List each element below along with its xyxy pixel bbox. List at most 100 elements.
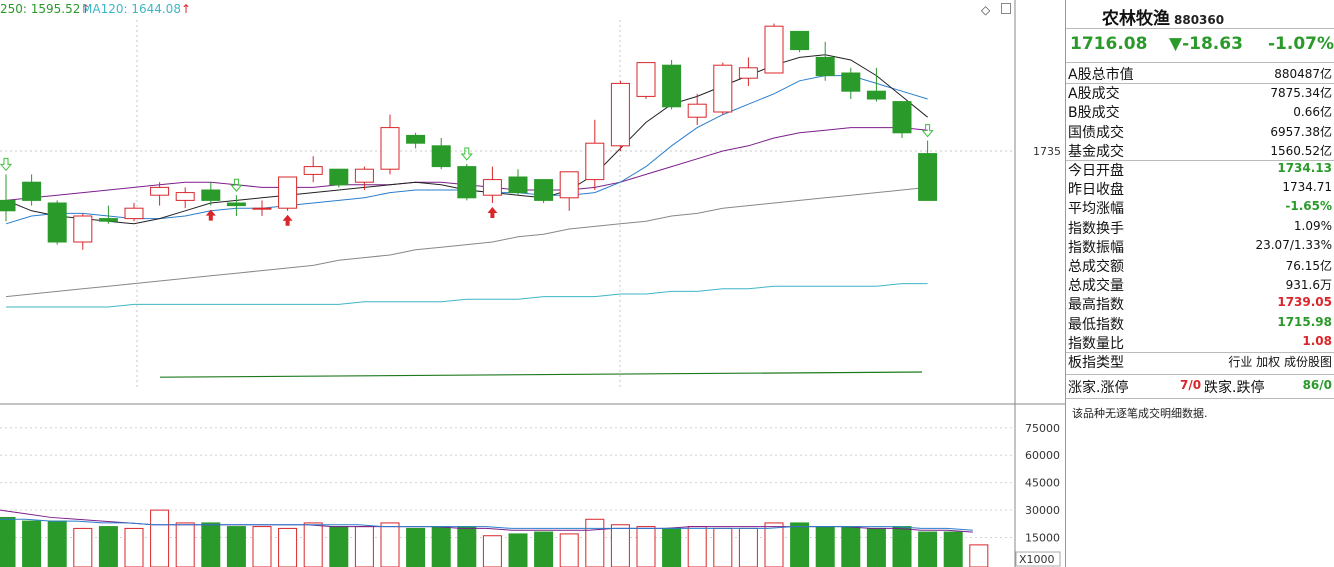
buy-arrow-icon: [205, 209, 216, 221]
candle-body: [738, 67, 758, 79]
candle-body: [406, 134, 426, 144]
buy-arrow-icon: [487, 207, 498, 218]
stat-value: 6957.38亿: [1270, 124, 1332, 139]
volume-bar: [585, 518, 605, 567]
stat-label: 总成交量: [1068, 278, 1124, 295]
volume-bar: [866, 527, 886, 567]
stat-row: 总成交额 76.15亿: [1068, 256, 1332, 275]
volume-bar: [738, 527, 758, 567]
ma250-arrow: ↑: [80, 2, 91, 16]
candle-body: [713, 64, 733, 113]
volume-bar: [278, 527, 298, 567]
stat-value: 0.66亿: [1293, 105, 1332, 120]
stat-value: 76.15亿: [1285, 259, 1332, 273]
volume-bar: [815, 526, 835, 567]
percent-change: -1.07%: [1268, 34, 1334, 54]
candle-body: [380, 127, 400, 170]
down-value: 86/0: [1302, 378, 1332, 392]
sell-arrow-icon: [921, 124, 934, 138]
sell-arrow-icon: [460, 147, 473, 161]
ma250-line: [159, 371, 923, 378]
candle-body: [303, 166, 323, 175]
stat-label: A股总市值: [1068, 67, 1134, 83]
diamond-icon[interactable]: ◇: [981, 3, 991, 17]
candle-body: [764, 25, 784, 74]
stat-value: 880487亿: [1274, 67, 1332, 81]
moving-average-lines: [5, 54, 928, 378]
volume-bars: [0, 509, 989, 567]
stat-row: 国债成交 6957.38亿: [1068, 122, 1332, 141]
stat-label: 指数振幅: [1068, 239, 1124, 256]
stat-row: 板指类型 行业 加权 成份股图: [1068, 352, 1332, 371]
index-code: 880360: [1174, 13, 1225, 27]
index-name: 农林牧渔: [1102, 9, 1170, 29]
volume-bar: [790, 522, 810, 567]
stat-label: A股成交: [1068, 86, 1120, 103]
sell-arrow-icon: [0, 157, 13, 172]
volume-bar: [482, 535, 502, 567]
candle-body: [329, 168, 349, 186]
volume-bar: [0, 516, 16, 567]
stat-label: 平均涨幅: [1068, 201, 1124, 218]
stat-row: 最低指数 1715.98: [1068, 314, 1332, 333]
ma120-arrow: ↑: [180, 2, 192, 16]
volume-bar: [226, 526, 246, 567]
volume-bar: [406, 527, 426, 567]
volume-bar: [124, 527, 144, 567]
stat-value: 1739.05: [1277, 295, 1332, 310]
stat-label: 最低指数: [1068, 316, 1124, 333]
volume-bar: [610, 524, 630, 567]
sell-arrow-icon: [230, 178, 243, 192]
stat-value: 23.07/1.33%: [1255, 237, 1332, 252]
stat-value: 1734.71: [1282, 180, 1332, 195]
stat-value: -1.65%: [1285, 199, 1332, 214]
kline-chart[interactable]: 1735 75000 60000 45000 30000 15000 X1000: [0, 0, 1065, 567]
candle-body: [790, 30, 810, 51]
window-toggle-icon[interactable]: [1001, 3, 1011, 14]
candle-body: [687, 103, 707, 118]
stat-label: 今日开盘: [1068, 163, 1124, 179]
volume-bar: [943, 531, 963, 567]
candle-body: [354, 168, 374, 183]
volume-bar: [687, 526, 707, 567]
up-label: 涨家.涨停: [1068, 380, 1129, 396]
stat-row: 指数量比 1.08: [1068, 333, 1332, 352]
trade-detail-note: 该品种无逐笔成交明细数据.: [1072, 407, 1208, 420]
stat-label: 国债成交: [1068, 124, 1124, 141]
candle-body: [585, 142, 605, 181]
candle-body: [559, 171, 579, 199]
stat-row: A股成交 7875.34亿: [1068, 83, 1332, 102]
volume-tick-label: 60000: [1025, 449, 1060, 462]
candle-body: [278, 176, 298, 209]
up-value: 7/0: [1180, 378, 1202, 392]
stat-value[interactable]: 行业 加权 成份股图: [1228, 355, 1332, 369]
volume-bar: [764, 522, 784, 567]
stat-value: 931.6万: [1285, 278, 1332, 293]
candle-body: [124, 207, 144, 220]
stat-label: 板指类型: [1068, 355, 1124, 371]
stat-value: 1560.52亿: [1270, 143, 1332, 158]
candle-body: [815, 56, 835, 77]
stat-label: 基金成交: [1068, 143, 1124, 160]
volume-bar: [534, 531, 554, 567]
volume-bar: [201, 522, 221, 567]
price-change: ▼-18.63: [1169, 34, 1243, 54]
stat-row: 指数振幅 23.07/1.33%: [1068, 237, 1332, 256]
volume-bar: [892, 526, 912, 567]
stat-label: 总成交额: [1068, 259, 1124, 275]
volume-bar: [150, 509, 170, 567]
volume-bar: [73, 527, 93, 567]
stat-value: 1.08: [1302, 333, 1332, 348]
candle-body: [892, 101, 912, 134]
volume-tick-label: 75000: [1025, 422, 1060, 435]
candle-body: [636, 62, 656, 97]
candle-body: [431, 145, 451, 168]
candle-body: [22, 181, 42, 201]
signal-arrows: [0, 124, 934, 226]
last-price: 1716.08: [1070, 34, 1148, 54]
stat-row: 最高指数 1739.05: [1068, 294, 1332, 313]
index-title: 农林牧渔 880360: [1102, 4, 1224, 29]
up-down-row: 涨家.涨停 7/0 跌家.跌停 86/0: [1068, 377, 1332, 396]
volume-unit-box: [1015, 551, 1061, 567]
candlesticks: [0, 23, 938, 250]
